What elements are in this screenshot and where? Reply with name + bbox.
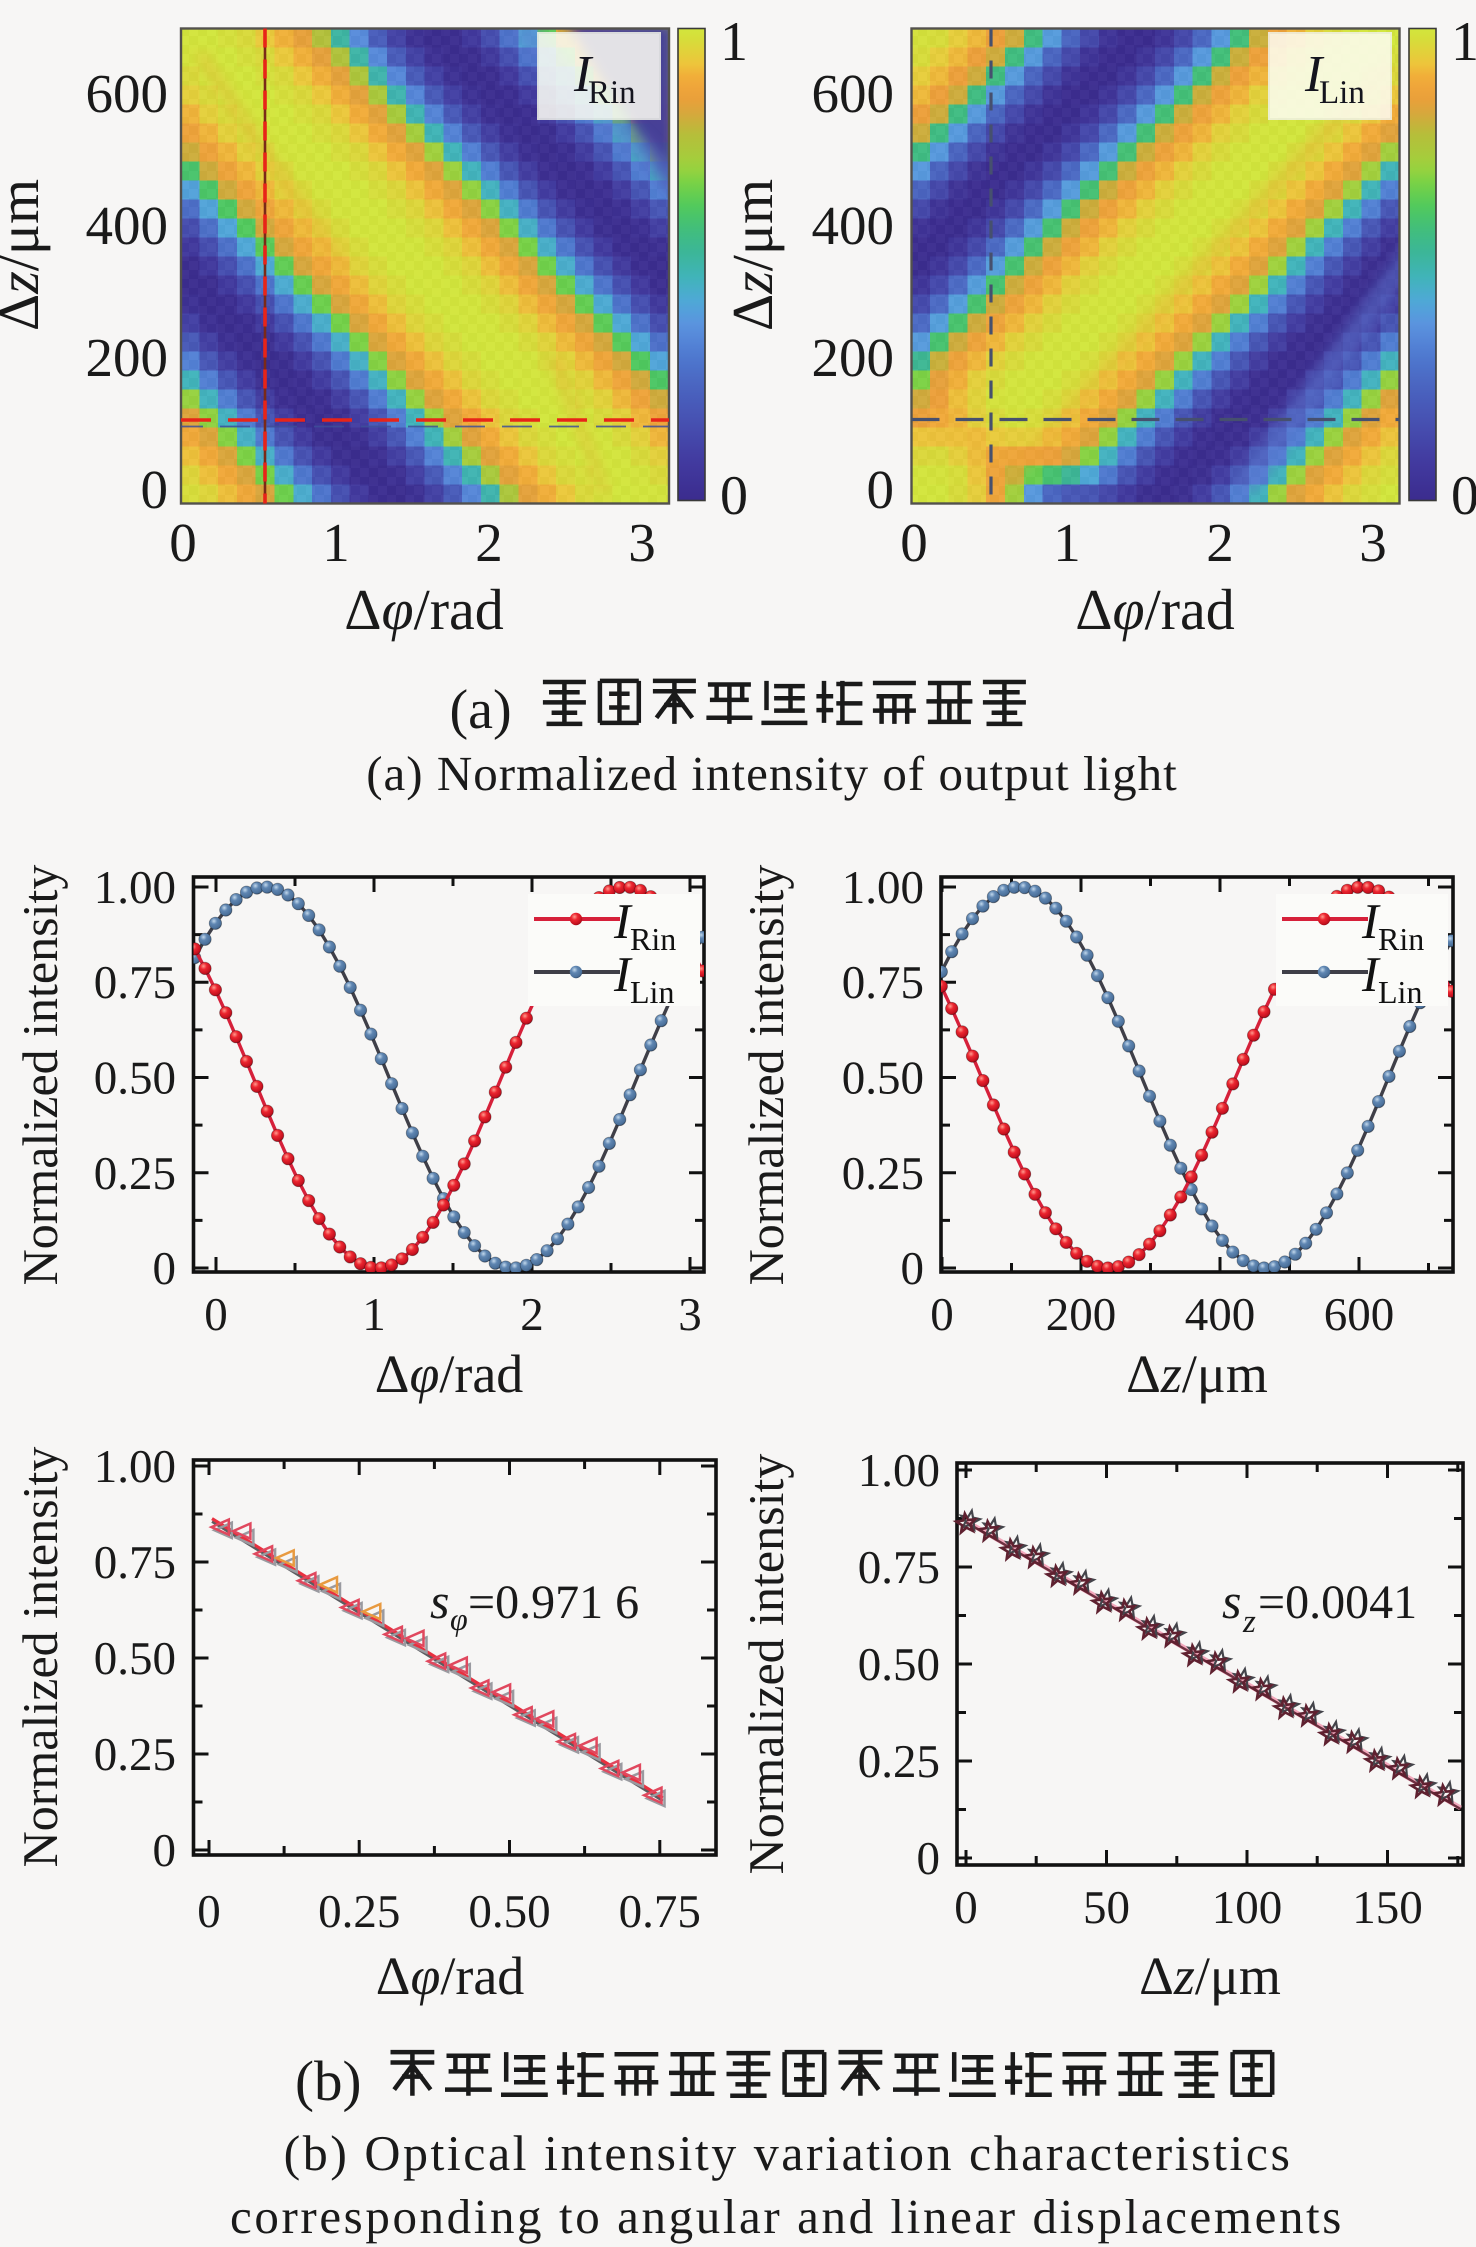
svg-text:0: 0	[901, 1243, 925, 1295]
svg-text:200: 200	[812, 327, 895, 388]
svg-text:Δφ/rad: Δφ/rad	[344, 577, 504, 642]
svg-text:1.00: 1.00	[858, 1445, 940, 1497]
svg-text:0: 0	[900, 512, 928, 573]
svg-text:0.25: 0.25	[858, 1736, 940, 1788]
svg-text:0: 0	[141, 459, 169, 520]
svg-text:corresponding to angular and l: corresponding to angular and linear disp…	[230, 2189, 1344, 2244]
svg-text:Lin: Lin	[1378, 974, 1422, 1010]
svg-text:0.25: 0.25	[318, 1886, 400, 1938]
svg-text:2: 2	[520, 1289, 544, 1341]
svg-text:Rin: Rin	[588, 75, 636, 111]
svg-text:Rin: Rin	[630, 921, 676, 957]
svg-text:2: 2	[1206, 512, 1234, 573]
svg-text:600: 600	[812, 63, 895, 124]
svg-text:1: 1	[1451, 11, 1476, 73]
svg-text:0: 0	[917, 1833, 941, 1885]
svg-text:50: 50	[1083, 1882, 1130, 1934]
svg-text:600: 600	[86, 63, 169, 124]
svg-text:I: I	[1361, 893, 1381, 949]
svg-text:0.75: 0.75	[94, 957, 176, 1009]
svg-text:0.75: 0.75	[842, 957, 924, 1009]
svg-text:0.75: 0.75	[858, 1542, 940, 1594]
svg-text:1.00: 1.00	[94, 862, 176, 914]
svg-text:1.00: 1.00	[94, 1441, 176, 1493]
svg-text:0: 0	[169, 512, 197, 573]
svg-text:0.50: 0.50	[858, 1639, 940, 1691]
svg-text:400: 400	[86, 195, 169, 256]
svg-text:s: s	[430, 1573, 449, 1629]
svg-text:3: 3	[628, 512, 656, 573]
svg-text:3: 3	[1359, 512, 1387, 573]
svg-text:(a): (a)	[450, 679, 526, 741]
svg-text:0.75: 0.75	[619, 1886, 701, 1938]
svg-text:=0.0041: =0.0041	[1258, 1576, 1417, 1629]
svg-text:1: 1	[322, 512, 350, 573]
svg-text:100: 100	[1212, 1882, 1283, 1934]
svg-text:Normalized intensity: Normalized intensity	[12, 1447, 68, 1868]
svg-text:Δz/μm: Δz/μm	[720, 179, 785, 331]
svg-text:400: 400	[1185, 1289, 1256, 1341]
svg-text:400: 400	[812, 195, 895, 256]
svg-text:(b): (b)	[295, 2050, 376, 2113]
svg-text:3: 3	[678, 1289, 702, 1341]
svg-text:0.75: 0.75	[94, 1537, 176, 1589]
svg-text:200: 200	[1046, 1289, 1117, 1341]
svg-text:0.50: 0.50	[94, 1633, 176, 1685]
svg-text:Normalized intensity: Normalized intensity	[12, 865, 68, 1286]
svg-text:Δz/μm: Δz/μm	[1139, 1946, 1281, 2006]
svg-text:200: 200	[86, 327, 169, 388]
svg-text:1.00: 1.00	[842, 862, 924, 914]
svg-text:0: 0	[1451, 465, 1476, 527]
svg-text:1: 1	[720, 11, 748, 73]
svg-text:Δφ/rad: Δφ/rad	[375, 1344, 524, 1404]
svg-text:I: I	[613, 946, 633, 1002]
svg-text:z: z	[1242, 1604, 1256, 1640]
svg-text:Δz/μm: Δz/μm	[0, 179, 51, 331]
svg-text:1: 1	[1053, 512, 1081, 573]
svg-text:0: 0	[153, 1825, 177, 1877]
svg-text:0: 0	[153, 1243, 177, 1295]
svg-text:Normalized intensity: Normalized intensity	[738, 1454, 794, 1875]
svg-text:φ: φ	[450, 1601, 468, 1637]
svg-text:I: I	[613, 893, 633, 949]
svg-text:Lin: Lin	[1319, 75, 1365, 111]
svg-text:0.25: 0.25	[842, 1148, 924, 1200]
svg-text:0: 0	[930, 1289, 954, 1341]
svg-text:0: 0	[197, 1886, 221, 1938]
svg-text:0.25: 0.25	[94, 1148, 176, 1200]
svg-text:Δφ/rad: Δφ/rad	[376, 1946, 525, 2006]
svg-text:I: I	[1361, 946, 1381, 1002]
svg-text:I: I	[573, 46, 594, 103]
svg-text:0.25: 0.25	[94, 1729, 176, 1781]
svg-text:0.50: 0.50	[94, 1053, 176, 1105]
svg-text:2: 2	[475, 512, 503, 573]
svg-text:0.50: 0.50	[842, 1053, 924, 1105]
svg-text:s: s	[1222, 1573, 1241, 1629]
svg-text:I: I	[1304, 46, 1325, 103]
svg-text:(b) Optical intensity variatio: (b) Optical intensity variation characte…	[284, 2125, 1293, 2181]
svg-text:=0.971 6: =0.971 6	[468, 1576, 639, 1629]
svg-text:0: 0	[954, 1882, 978, 1934]
svg-text:600: 600	[1324, 1289, 1395, 1341]
svg-text:1: 1	[362, 1289, 386, 1341]
svg-text:0: 0	[867, 459, 895, 520]
svg-text:Δφ/rad: Δφ/rad	[1075, 577, 1235, 642]
svg-text:(a) Normalized intensity of ou: (a) Normalized intensity of output light	[366, 746, 1178, 801]
svg-text:0.50: 0.50	[468, 1886, 550, 1938]
svg-text:Δz/μm: Δz/μm	[1126, 1344, 1268, 1404]
svg-text:Normalized intensity: Normalized intensity	[738, 865, 794, 1286]
svg-text:Rin: Rin	[1378, 921, 1424, 957]
svg-text:150: 150	[1352, 1882, 1423, 1934]
svg-text:0: 0	[204, 1289, 228, 1341]
svg-text:0: 0	[720, 465, 748, 527]
svg-text:Lin: Lin	[630, 974, 674, 1010]
